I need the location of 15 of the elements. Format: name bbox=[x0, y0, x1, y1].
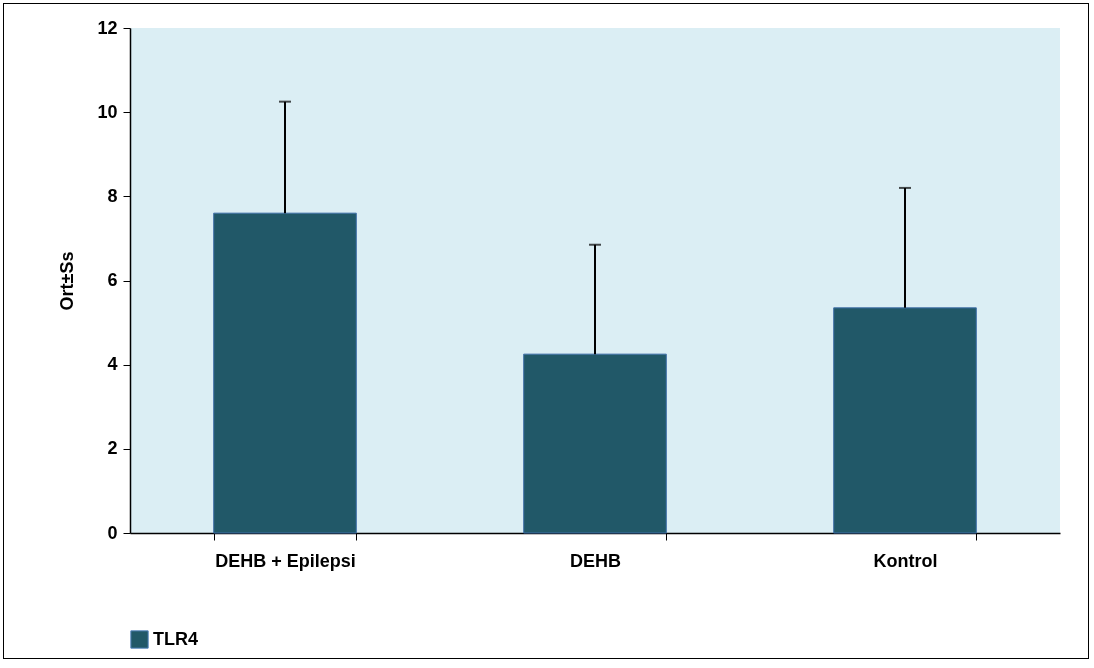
x-tick-label: DEHB bbox=[569, 550, 622, 571]
y-tick-label: 4 bbox=[107, 354, 118, 375]
bar bbox=[833, 307, 977, 534]
x-tick-label: DEHB + Epilepsi bbox=[215, 550, 356, 571]
bar bbox=[213, 212, 357, 534]
y-tick-label: 12 bbox=[97, 17, 118, 38]
y-tick-label: 2 bbox=[107, 438, 118, 459]
y-tick-label: 8 bbox=[107, 185, 118, 206]
bar bbox=[523, 353, 667, 534]
legend-label: TLR4 bbox=[153, 628, 198, 649]
y-tick-label: 10 bbox=[97, 101, 118, 122]
y-tick-label: 6 bbox=[107, 270, 118, 290]
y-tick-label: 0 bbox=[107, 522, 118, 543]
x-tick-label: Kontrol bbox=[873, 550, 938, 571]
y-axis-title: Ort±Ss bbox=[57, 251, 78, 311]
